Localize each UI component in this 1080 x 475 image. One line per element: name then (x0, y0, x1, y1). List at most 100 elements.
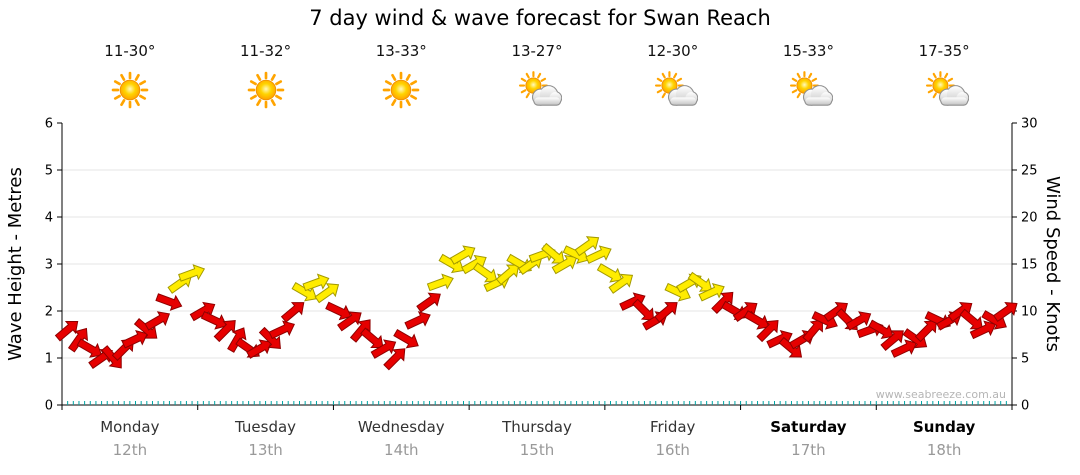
wind-arrow (54, 320, 79, 342)
wind-arrow (213, 320, 236, 343)
wind-tick-label: 0 (1021, 399, 1029, 414)
wind-arrow (619, 292, 646, 311)
wind-arrow (654, 302, 678, 323)
wind-arrow (969, 320, 997, 340)
weather-icon-sunny (333, 68, 469, 112)
wind-arrow (596, 263, 623, 283)
wind-arrow (574, 236, 600, 257)
day-label-monday: Monday 12th (62, 418, 198, 459)
wave-tick-label: 6 (45, 117, 53, 132)
wind-arrow (959, 308, 983, 330)
wind-arrow (585, 245, 612, 264)
wind-arrow (325, 301, 352, 321)
day-temp-range: 11-30° (104, 42, 156, 60)
wave-tick-label: 3 (45, 258, 53, 273)
weather-icon-sunny (198, 68, 334, 112)
wind-arrow (551, 254, 578, 275)
day-column-friday: 12-30° (605, 42, 741, 112)
wind-arrow (449, 245, 476, 265)
wind-arrow (121, 329, 148, 349)
day-label-saturday: Saturday 17th (741, 418, 877, 459)
day-column-thursday: 13-27° (469, 42, 605, 112)
wind-arrow (880, 330, 904, 351)
wind-arrow (370, 339, 397, 359)
wind-arrow (756, 320, 779, 343)
day-name: Monday (100, 418, 160, 436)
wave-tick-label: 1 (45, 352, 53, 367)
wind-arrow (268, 320, 295, 340)
wind-arrow (200, 311, 228, 330)
day-date: 13th (248, 441, 283, 459)
day-name: Thursday (502, 418, 572, 436)
days-header: 11-30° 11-32° 13-33° 13-27° 12-30° 15-33… (0, 42, 1080, 122)
wave-tick-label: 2 (45, 305, 53, 320)
day-label-wednesday: Wednesday 14th (333, 418, 469, 459)
day-name: Saturday (770, 418, 847, 436)
wind-arrow (258, 326, 281, 349)
wind-arrow (416, 292, 441, 313)
day-temp-range: 15-33° (782, 42, 834, 60)
wind-arrow (76, 338, 103, 358)
wind-arrow (541, 242, 565, 264)
day-label-tuesday: Tuesday 13th (198, 418, 334, 459)
day-column-wednesday: 13-33° (333, 42, 469, 112)
wind-arrow (766, 329, 793, 349)
day-temp-range: 13-27° (511, 42, 563, 60)
day-date: 18th (926, 441, 962, 459)
wind-arrow (632, 298, 655, 321)
wind-tick-label: 10 (1021, 305, 1038, 320)
watermark: www.seabreeze.com.au (876, 388, 1006, 401)
wind-arrow (360, 327, 384, 349)
weather-icon-partly-cloudy (469, 68, 605, 112)
wind-arrow (687, 271, 713, 292)
wind-arrow (189, 301, 216, 322)
wind-arrow (472, 262, 498, 283)
day-label-sunday: Sunday 18th (876, 418, 1012, 459)
wind-tick-label: 20 (1021, 211, 1038, 226)
page-title: 7 day wind & wave forecast for Swan Reac… (309, 6, 771, 30)
wave-tick-label: 5 (45, 164, 53, 179)
day-label-friday: Friday 16th (605, 418, 741, 459)
wind-arrow (608, 273, 634, 294)
wind-tick-label: 25 (1021, 164, 1038, 179)
wind-arrow (992, 301, 1018, 323)
day-name: Friday (649, 418, 696, 436)
wind-arrow (914, 320, 937, 343)
wind-arrow (711, 291, 734, 314)
day-temp-range: 12-30° (647, 42, 699, 60)
wind-arrow (404, 311, 431, 330)
day-date: 16th (655, 441, 690, 459)
wind-arrow (349, 319, 371, 343)
day-name: Sunday (912, 418, 976, 436)
day-date: 12th (112, 441, 148, 459)
day-column-saturday: 15-33° (741, 42, 877, 112)
wind-arrow (383, 348, 406, 371)
wind-arrow (302, 273, 330, 292)
day-label-thursday: Thursday 15th (469, 418, 605, 459)
day-temp-range: 11-32° (240, 42, 292, 60)
chart-layer: 0 1 2 3 4 5 6 0 5 10 15 20 25 30 (45, 117, 1038, 414)
wind-arrow (133, 318, 158, 339)
weather-icon-sunny (62, 68, 198, 112)
wind-arrow (155, 293, 183, 311)
wind-arrow (743, 310, 770, 330)
day-temp-range: 13-33° (375, 42, 427, 60)
weather-icon-partly-cloudy (741, 68, 877, 112)
wind-arrow (823, 301, 848, 323)
wind-arrow (868, 319, 894, 339)
wind-arrow (337, 311, 362, 332)
day-date: 15th (519, 441, 555, 459)
day-column-monday: 11-30° (62, 42, 198, 112)
wind-arrow (291, 281, 318, 302)
wind-arrow (461, 254, 487, 275)
wind-tick-label: 15 (1021, 258, 1038, 273)
wind-arrow (280, 302, 305, 323)
wind-arrow (845, 311, 872, 331)
day-date: 14th (384, 441, 419, 459)
wave-tick-label: 4 (45, 211, 53, 226)
wind-arrow (314, 283, 340, 304)
wind-arrow (947, 301, 973, 323)
wind-arrow (178, 264, 206, 282)
day-column-sunday: 17-35° (876, 42, 1012, 112)
